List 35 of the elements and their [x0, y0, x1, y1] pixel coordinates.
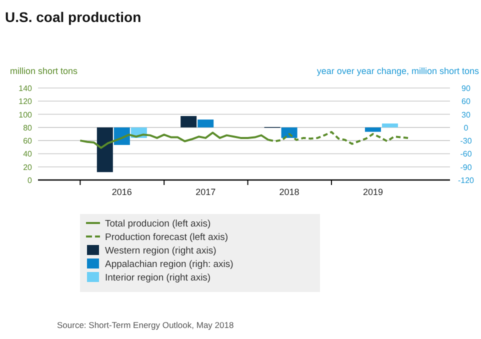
y2-tick-label: 60 — [462, 97, 471, 106]
bar — [198, 120, 214, 128]
y-tick-label: 60 — [23, 136, 33, 146]
y2-tick-label: -30 — [460, 136, 472, 146]
x-tick-label: 2019 — [362, 187, 383, 197]
y2-tick-label: -60 — [460, 150, 472, 159]
x-tick-label: 2018 — [279, 187, 300, 197]
bar — [382, 123, 398, 128]
bar — [96, 127, 113, 172]
y-axis-title: million short tons — [10, 66, 78, 76]
y2-axis-title: year over year change, million short tons — [316, 66, 480, 76]
y2-tick-label: -90 — [460, 162, 472, 172]
y2-tick-label: 30 — [462, 110, 471, 120]
legend-label: Interior region (right axis) — [105, 272, 211, 284]
y-tick-label: 140 — [18, 84, 33, 93]
bar — [281, 127, 298, 138]
bar — [180, 116, 197, 128]
source-note: Source: Short-Term Energy Outlook, May 2018 — [57, 320, 234, 330]
x-tick-label: 2016 — [112, 187, 132, 197]
legend-label: Total producion (left axis) — [105, 218, 211, 230]
y-tick-label: 40 — [23, 150, 33, 159]
bar — [364, 127, 381, 132]
y-tick-label: 0 — [28, 176, 33, 185]
y-tick-label: 120 — [18, 97, 33, 106]
legend-label: Appalachian region (righ: axis) — [105, 259, 234, 270]
y2-tick-label: 90 — [462, 84, 471, 93]
legend-label: Production forecast (left axis) — [105, 232, 228, 243]
x-tick-label: 2017 — [196, 187, 216, 197]
legend-label: Western region (right axis) — [105, 246, 216, 256]
y-tick-label: 20 — [23, 162, 33, 172]
y2-tick-label: -120 — [458, 176, 475, 185]
y-tick-label: 100 — [18, 110, 33, 120]
y2-tick-label: 0 — [464, 123, 469, 132]
chart-title: U.S. coal production — [5, 9, 142, 25]
y-tick-label: 80 — [23, 123, 33, 132]
